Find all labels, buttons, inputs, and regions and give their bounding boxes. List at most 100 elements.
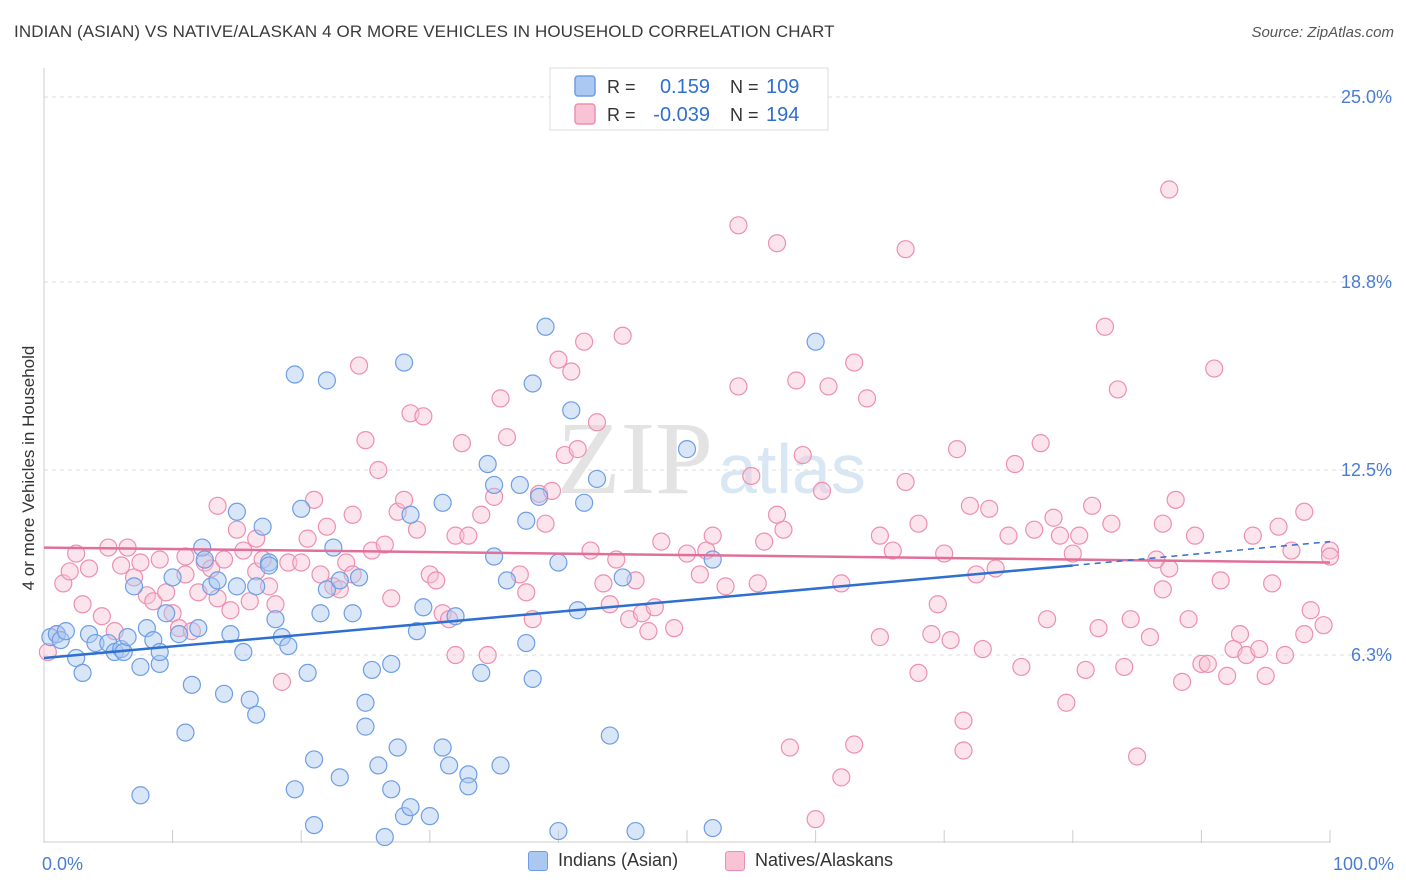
data-point (549, 553, 568, 572)
data-point (330, 768, 349, 787)
data-point (1012, 657, 1031, 677)
data-point (369, 460, 388, 480)
data-point (600, 726, 619, 745)
data-point (1173, 672, 1192, 691)
data-point (530, 487, 549, 506)
data-point (51, 630, 70, 650)
data-point (755, 532, 774, 551)
data-point (1102, 514, 1121, 533)
data-point (896, 240, 915, 259)
data-point (292, 499, 311, 518)
data-point (247, 577, 266, 596)
data-point (626, 821, 645, 841)
data-point (285, 365, 304, 384)
data-point (896, 472, 915, 492)
data-point (1070, 526, 1089, 545)
data-point (1044, 508, 1063, 527)
data-point (587, 469, 607, 489)
y-tick-label: 25.0% (1341, 87, 1392, 107)
data-point (1263, 574, 1282, 593)
axes (43, 68, 1331, 843)
data-point (227, 520, 246, 539)
data-point (793, 445, 812, 465)
data-point (131, 553, 150, 572)
legend-label-indians: Indians (Asian) (558, 850, 679, 870)
data-point (562, 362, 581, 381)
legend-item-indians: Indians (Asian) (528, 850, 678, 871)
data-point (343, 505, 362, 524)
chart-title: INDIAN (ASIAN) VS NATIVE/ALASKAN 4 OR MO… (14, 22, 835, 41)
data-point (131, 786, 150, 805)
data-point (1095, 317, 1115, 336)
data-point (1269, 517, 1288, 536)
data-point (1192, 654, 1211, 674)
data-point (195, 550, 214, 569)
data-point (819, 377, 838, 396)
data-point (748, 574, 767, 593)
data-point (266, 610, 285, 629)
data-point (523, 669, 542, 688)
data-point (56, 622, 75, 641)
data-point (677, 440, 697, 459)
data-point (382, 780, 401, 799)
data-point (485, 547, 504, 566)
data-point (1166, 490, 1185, 509)
data-point (298, 663, 317, 683)
data-point (549, 350, 568, 369)
data-point (587, 413, 607, 432)
data-point (394, 353, 414, 372)
data-point (562, 401, 581, 420)
legend-swatch-blue (574, 75, 596, 97)
data-point (227, 577, 246, 596)
data-point (1089, 619, 1108, 638)
data-point (459, 777, 478, 796)
data-point (369, 756, 388, 775)
data-point (414, 598, 433, 617)
data-point (491, 389, 510, 408)
data-point (1031, 434, 1050, 453)
data-point (439, 756, 459, 775)
trend-lines (43, 540, 1331, 660)
data-point (870, 526, 890, 545)
data-point (1282, 541, 1301, 560)
data-point (317, 580, 337, 599)
data-point (459, 526, 478, 545)
data-point (118, 628, 137, 647)
correlation-legend: R = 0.159 N = 109 R = -0.039 N = 194 (549, 67, 829, 131)
data-point (73, 663, 92, 683)
data-point (253, 517, 272, 536)
data-point (716, 577, 735, 596)
data-point (208, 571, 227, 590)
data-point (1140, 628, 1160, 647)
data-point (1230, 625, 1250, 644)
data-point (1211, 571, 1230, 590)
data-point (980, 499, 999, 518)
legend-item-natives: Natives/Alaskans (725, 850, 893, 871)
data-point (1115, 657, 1134, 677)
legend-n-value-2: 194 (766, 104, 799, 126)
data-point (279, 636, 298, 656)
data-point (234, 642, 253, 662)
data-point (857, 389, 877, 408)
data-point (1050, 526, 1070, 545)
y-tick-label: 12.5% (1341, 460, 1392, 480)
data-point (523, 374, 542, 393)
data-point (1295, 625, 1314, 644)
data-point (973, 639, 992, 659)
legend-r-label-2: R = (607, 105, 636, 125)
data-point (575, 332, 594, 351)
data-point (247, 705, 266, 724)
data-point (221, 625, 240, 644)
trend-line-natives (43, 546, 1331, 564)
data-point (427, 571, 446, 590)
data-point (1153, 514, 1172, 533)
legend-label-natives: Natives/Alaskans (755, 850, 894, 870)
data-point (292, 553, 311, 572)
legend-r-value-1: 0.159 (660, 76, 710, 98)
grid (44, 96, 1394, 656)
data-point (382, 654, 401, 674)
data-point (86, 633, 105, 653)
data-point (182, 675, 201, 694)
data-point (304, 750, 324, 769)
data-point (401, 505, 420, 524)
